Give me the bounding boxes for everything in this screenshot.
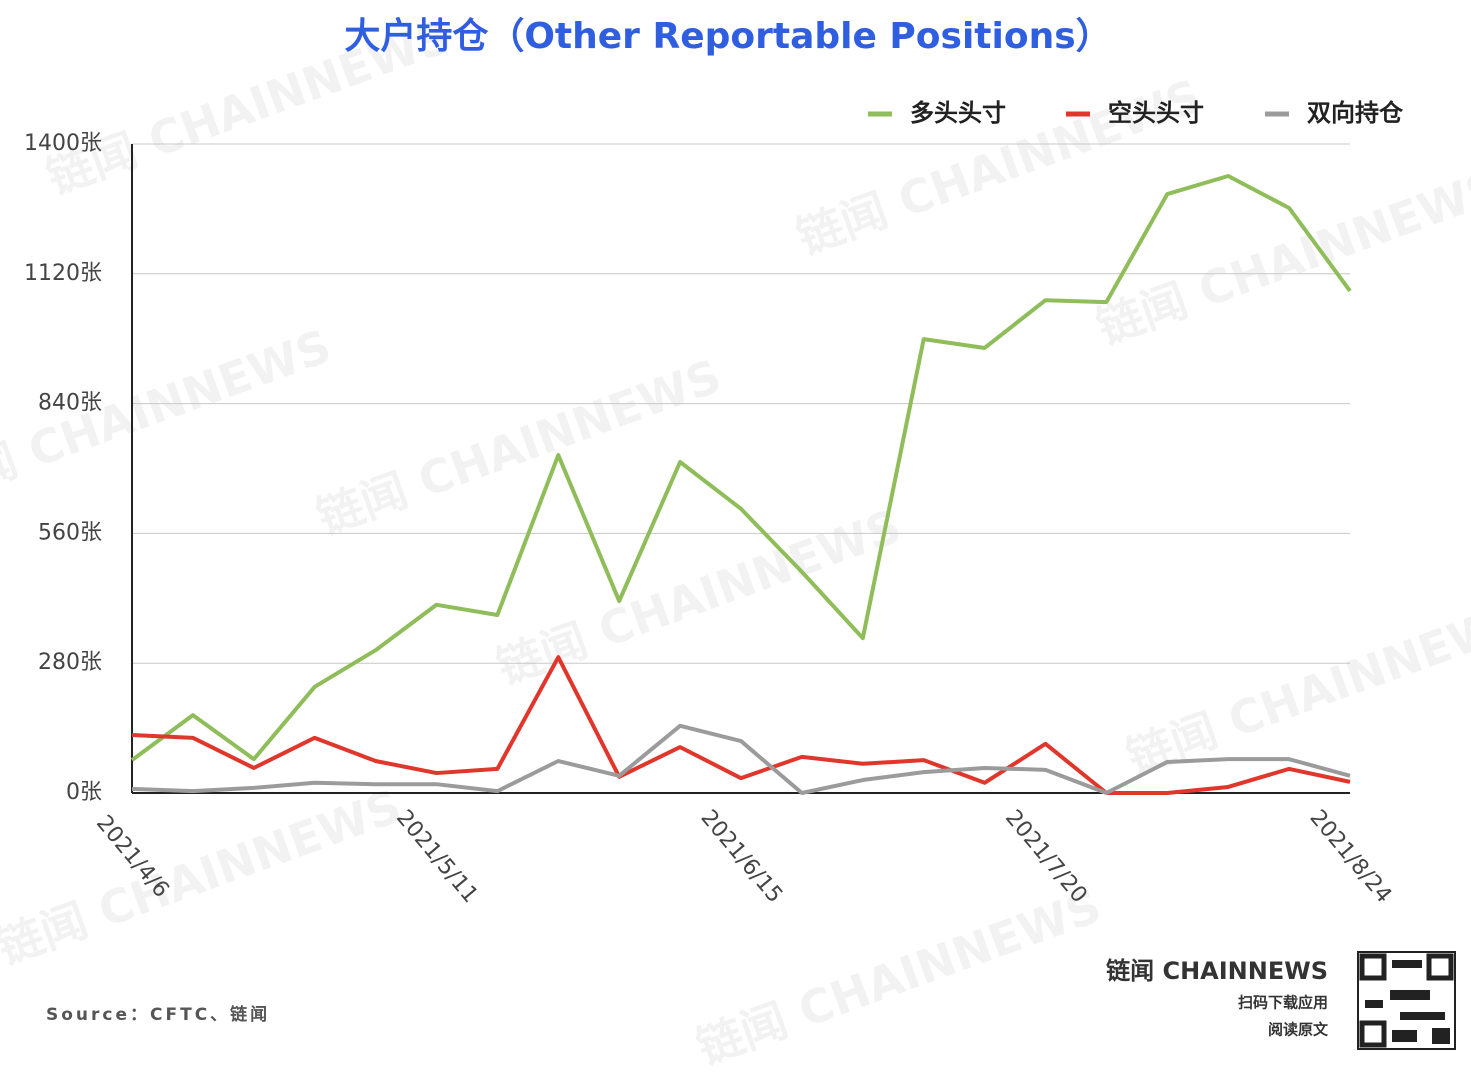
legend-label: 多头头寸 — [910, 99, 1006, 127]
series-line — [131, 655, 1351, 795]
y-tick-label: 560张 — [38, 520, 102, 545]
brand-line: 扫码下载应用 — [1238, 994, 1328, 1012]
legend-label: 双向持仓 — [1307, 99, 1404, 127]
x-tick-label: 2021/5/11 — [391, 805, 483, 907]
watermark: 链闻 CHAINNEWS — [0, 779, 408, 975]
y-tick-label: 0张 — [66, 780, 102, 805]
y-tick-label: 1120张 — [24, 261, 102, 286]
series-line — [131, 723, 1351, 795]
qr-code — [1357, 951, 1456, 1050]
x-tick-label: 2021/6/15 — [696, 805, 788, 907]
y-tick-label: 840张 — [38, 391, 102, 416]
watermark: 链闻 CHAINNEWS — [690, 879, 1108, 1075]
chart-title: 大户持仓（Other Reportable Positions） — [344, 16, 1111, 57]
brand-line: 阅读原文 — [1268, 1021, 1329, 1039]
x-tick-label: 2021/7/20 — [1000, 805, 1092, 907]
watermark: 链闻 CHAINNEWS — [1090, 159, 1471, 355]
y-tick-label: 280张 — [38, 650, 102, 675]
legend-label: 空头头寸 — [1108, 99, 1204, 127]
series-line — [130, 173, 1352, 762]
source: Source：CFTC、链闻 — [46, 1004, 270, 1025]
y-tick-label: 1400张 — [24, 131, 102, 156]
watermark: 链闻 CHAINNEWS — [0, 319, 338, 515]
watermark: 链闻 CHAINNEWS — [310, 349, 728, 545]
brand: 链闻 CHAINNEWS — [1106, 957, 1328, 985]
watermark: 链闻 CHAINNEWS — [1120, 589, 1471, 785]
x-tick-label: 2021/8/24 — [1305, 805, 1397, 907]
